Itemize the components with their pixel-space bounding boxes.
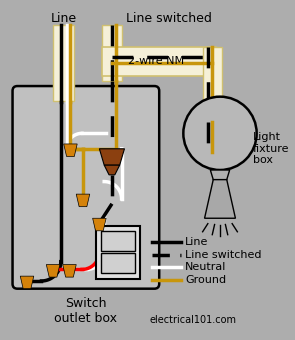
Text: Line switched: Line switched — [185, 250, 262, 260]
Polygon shape — [93, 218, 106, 231]
Text: Line: Line — [185, 237, 209, 248]
Text: Light
fixture
box: Light fixture box — [253, 132, 289, 165]
Polygon shape — [210, 170, 230, 180]
Polygon shape — [46, 265, 60, 277]
Polygon shape — [64, 144, 77, 156]
Polygon shape — [63, 265, 76, 277]
FancyBboxPatch shape — [13, 86, 159, 289]
Bar — [203, 48, 222, 125]
Polygon shape — [204, 180, 235, 218]
Text: 2-wire NM: 2-wire NM — [128, 56, 184, 66]
Bar — [96, 226, 140, 279]
Text: Switch
outlet box: Switch outlet box — [54, 298, 117, 325]
Polygon shape — [76, 194, 90, 207]
Text: Neutral: Neutral — [185, 262, 227, 272]
Text: Line switched: Line switched — [126, 12, 212, 25]
Bar — [101, 231, 135, 251]
Circle shape — [183, 97, 257, 170]
Polygon shape — [104, 165, 120, 175]
Bar — [102, 48, 216, 76]
Polygon shape — [99, 149, 124, 165]
Text: electrical101.com: electrical101.com — [150, 314, 237, 325]
Polygon shape — [20, 276, 34, 289]
Text: Line: Line — [51, 12, 77, 25]
Bar — [53, 25, 74, 101]
Bar — [102, 25, 122, 81]
Text: Ground: Ground — [185, 275, 226, 285]
Bar — [101, 253, 135, 273]
